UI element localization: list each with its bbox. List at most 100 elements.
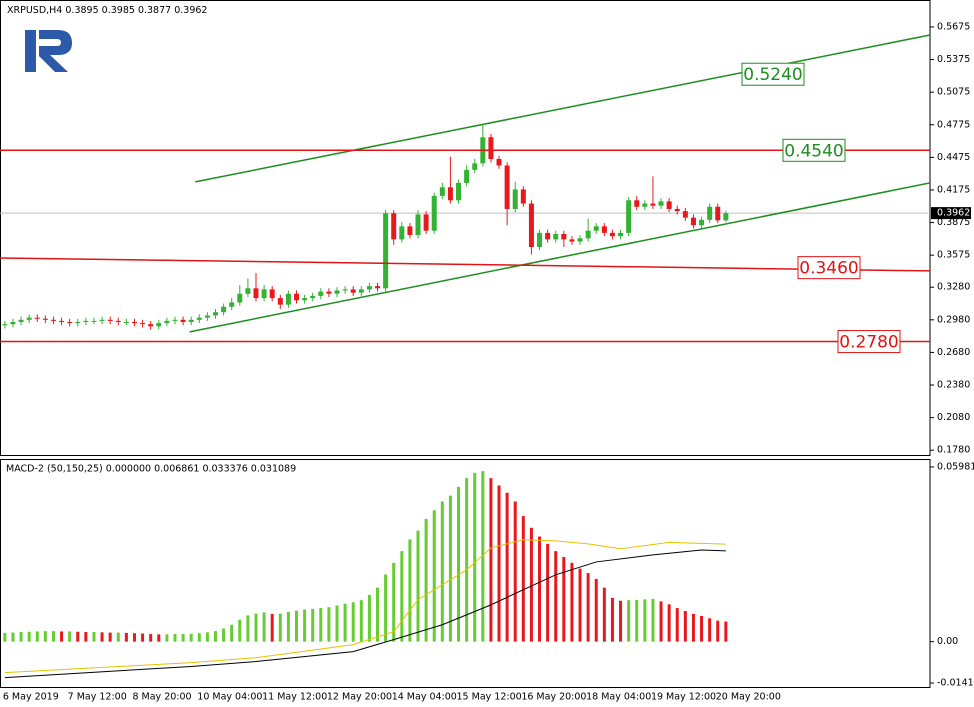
macd-plot [3,471,728,679]
histogram-bar [651,599,655,642]
histogram-bar [448,495,452,642]
histogram-bar [400,551,404,642]
histogram-bar [424,519,428,642]
candle-body [26,317,32,320]
histogram-bar [457,486,461,642]
candle-body [2,324,8,326]
level-label-box [837,330,901,354]
header-low: 0.3877 [138,5,171,16]
histogram-bar [213,631,217,642]
y-tick-label: -0.01416 [937,678,974,689]
histogram-bar [351,602,355,642]
main-plot [0,34,930,343]
histogram-bar [84,632,88,642]
candle-body [399,226,405,240]
candle-body [715,206,721,221]
histogram-bar [554,551,558,642]
histogram-bar [716,620,720,642]
histogram-bar [116,632,120,642]
histogram-bar [578,568,582,642]
y-tick-label: 0.5675 [937,21,970,32]
histogram-bar [432,510,436,642]
candle-body [318,291,324,296]
x-tick-label: 6 May 2019 [3,692,59,703]
candle-body [350,289,356,293]
macd-title: MACD-2 (50,150,25) 0.000000 0.006861 0.0… [6,464,296,475]
histogram-bar [586,573,590,642]
histogram-bar [465,478,469,642]
candle-body [34,317,40,319]
histogram-bar [416,530,420,642]
histogram-bar [11,632,15,642]
candle-body [212,312,218,316]
histogram-bar [343,603,347,642]
level-label-box [782,138,846,162]
candle-body [172,319,178,321]
y-tick-label: 0.059819 [937,461,974,472]
candle-body [634,200,640,207]
candle-body [83,320,89,322]
y-tick-label: 0.5075 [937,87,970,98]
histogram-bar [659,601,663,642]
candle-body [269,289,275,299]
candle-body [682,211,688,218]
histogram-bar [149,634,153,642]
y-tick-label: 0.3875 [937,217,970,228]
trend-line [0,257,930,272]
candle-body [569,239,575,242]
candle-body [553,233,559,240]
y-tick-label: 0.4775 [937,119,970,130]
candle-body [285,293,291,305]
level-label: 0.5240 [743,65,802,85]
candle-body [310,295,316,299]
histogram-bar [278,613,282,642]
candle-body [229,302,235,307]
histogram-bar [51,631,55,642]
histogram-bar [197,633,201,642]
y-tick-label: 0.3575 [937,250,970,261]
candle-body [180,319,186,322]
histogram-bar [367,594,371,642]
candle-body [690,217,696,226]
histogram-bar [238,619,242,642]
candle-body [188,319,194,322]
macd-line [4,549,726,679]
histogram-bar [627,600,631,642]
y-tick-label: 0.4475 [937,152,970,163]
symbol: XRPUSD,H4 [7,5,62,16]
histogram-bar [635,599,639,642]
candle-body [415,214,421,236]
histogram-bar [562,556,566,642]
candle-body [196,317,202,320]
level-label: 0.3460 [799,259,858,279]
candle-body [496,158,502,166]
candle-body [447,187,453,201]
histogram-bar [19,632,23,642]
histogram-bar [700,615,704,642]
current-price-label: 0.3962 [937,208,970,219]
header-open: 0.3895 [65,5,98,16]
histogram-bar [222,628,226,642]
trend-line [189,182,930,333]
candle-body [277,298,283,305]
candle-body [67,321,73,324]
macd-line [4,539,726,674]
x-tick-label: 8 May 20:00 [132,692,191,703]
candle-body [512,189,518,209]
candle-body [593,226,599,231]
candle-body [577,238,583,242]
histogram-bar [683,610,687,642]
candle-body [164,320,170,324]
y-tick-label: 0.3280 [937,282,970,293]
y-tick-label: 0.2680 [937,347,970,358]
logo [25,30,72,72]
histogram-bar [440,501,444,642]
histogram-bar [691,613,695,642]
histogram-bar [610,597,614,642]
y-tick-label: 0.5375 [937,54,970,65]
candle-body [107,319,113,321]
histogram-bar [708,618,712,642]
histogram-bar [35,631,39,642]
